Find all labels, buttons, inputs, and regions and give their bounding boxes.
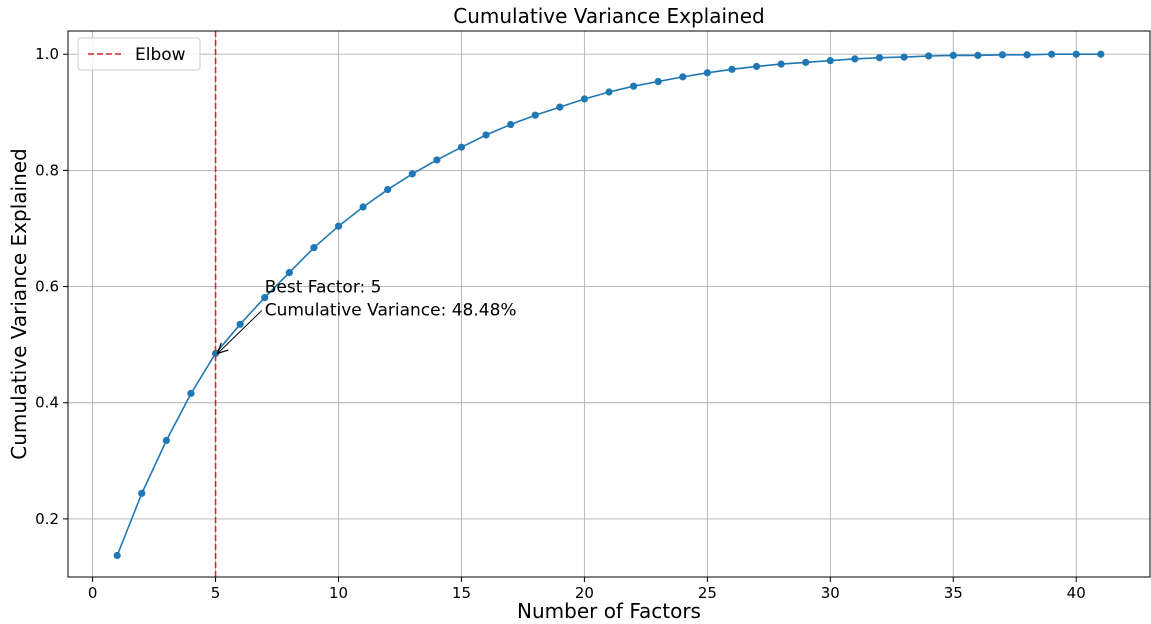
data-point (777, 60, 785, 68)
y-tick-label: 1.0 (35, 45, 59, 63)
data-point (1072, 50, 1080, 58)
data-point (187, 389, 195, 398)
data-point (408, 170, 416, 178)
legend-label-elbow: Elbow (135, 45, 186, 65)
data-point (580, 95, 589, 103)
data-point (752, 62, 761, 71)
data-point (826, 57, 834, 65)
data-point (162, 436, 170, 445)
data-point (851, 55, 859, 63)
y-tick-label: 0.2 (35, 510, 59, 528)
annotation-arrow (218, 310, 263, 354)
chart-title: Cumulative Variance Explained (453, 4, 764, 28)
x-tick-label: 15 (452, 584, 471, 602)
annotation-line-best-factor: Best Factor: 5 (265, 278, 382, 298)
x-axis-label: Number of Factors (517, 599, 701, 623)
data-point (433, 156, 441, 164)
y-axis-ticks: 0.2 0.4 0.6 0.8 1.0 (35, 45, 68, 528)
x-tick-label: 0 (88, 584, 98, 602)
data-point (629, 82, 638, 90)
y-axis-label: Cumulative Variance Explained (7, 148, 31, 459)
data-point (875, 54, 884, 62)
data-point (113, 551, 121, 560)
data-point (998, 51, 1007, 59)
plot-frame (67, 30, 1151, 578)
data-point (334, 222, 343, 230)
y-tick-label: 0.4 (35, 394, 59, 412)
x-tick-label: 10 (329, 584, 348, 602)
x-tick-label: 30 (821, 584, 840, 602)
x-tick-label: 20 (575, 584, 594, 602)
data-point (359, 203, 367, 211)
annotation-line-cumulative-variance: Cumulative Variance: 48.48% (265, 301, 517, 321)
data-point (1023, 51, 1031, 59)
data-point (605, 88, 613, 96)
x-axis-ticks: 0 5 10 15 20 25 30 35 40 (88, 577, 1086, 602)
data-point (310, 244, 318, 252)
data-point (457, 143, 466, 151)
data-point (703, 69, 711, 77)
grid (68, 31, 1150, 577)
data-point (728, 65, 736, 73)
data-point (900, 53, 908, 61)
best-factor-annotation: Best Factor: 5 Cumulative Variance: 48.4… (218, 278, 517, 354)
legend: Elbow (77, 37, 201, 71)
data-point (138, 489, 146, 497)
data-point (384, 185, 392, 194)
data-point (236, 320, 244, 328)
plot-area (113, 31, 1105, 577)
x-tick-label: 35 (944, 584, 963, 602)
y-tick-label: 0.8 (35, 161, 59, 179)
data-point (679, 73, 687, 81)
x-tick-label: 40 (1067, 584, 1086, 602)
data-point (1048, 50, 1056, 58)
data-point (925, 52, 933, 60)
data-point (531, 111, 539, 119)
data-point (949, 51, 957, 59)
data-point (802, 58, 810, 66)
data-point (285, 269, 293, 277)
data-point (556, 103, 564, 111)
x-tick-label: 25 (698, 584, 717, 602)
data-point (654, 77, 662, 86)
data-point (261, 294, 269, 302)
x-tick-label: 5 (211, 584, 221, 602)
data-point (974, 51, 982, 59)
data-point (482, 131, 490, 139)
data-point (1097, 50, 1105, 58)
legend-box (77, 37, 201, 71)
y-tick-label: 0.6 (35, 278, 59, 296)
data-point (507, 120, 515, 129)
